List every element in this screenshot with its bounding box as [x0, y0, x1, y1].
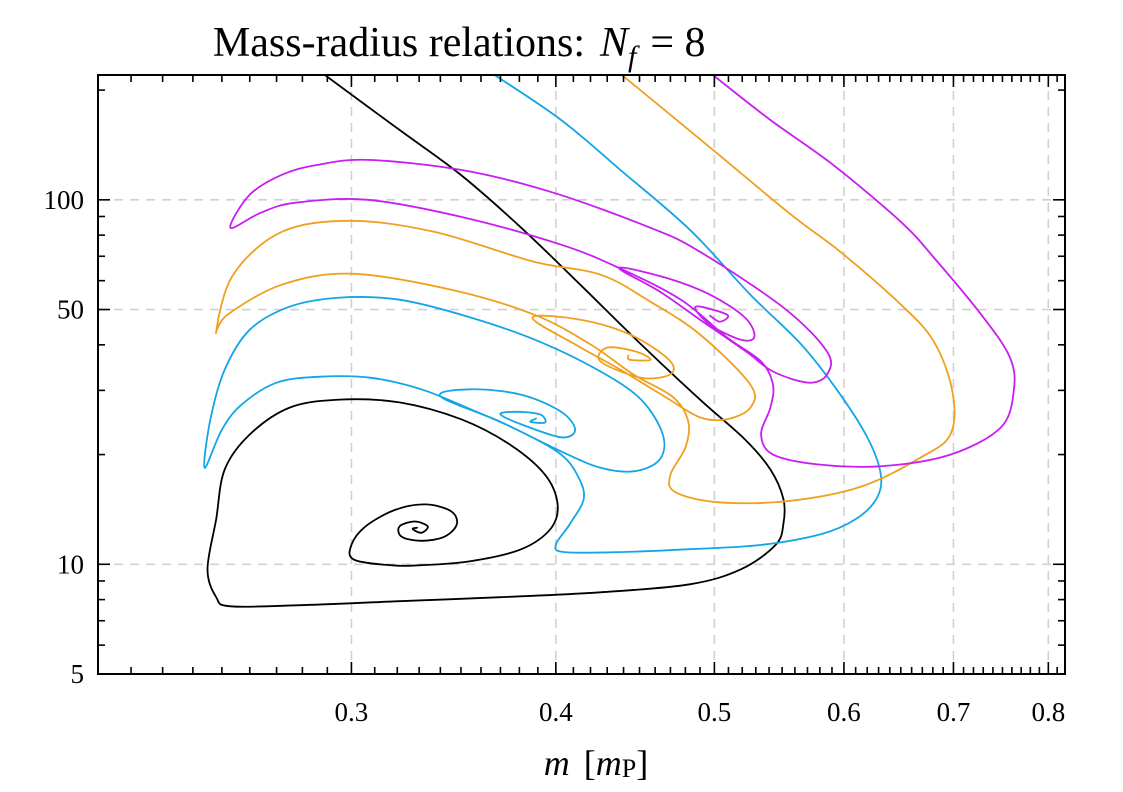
series-blue-curve — [203, 75, 883, 554]
axis-ticks — [97, 75, 1065, 675]
x-tick-label: 0.5 — [698, 697, 732, 727]
tick-labels: 0.3 0.4 0.5 0.6 0.7 0.8 5 10 50 100 — [44, 185, 1066, 727]
x-label-bracket-close: ] — [636, 743, 648, 783]
x-tick-label: 0.4 — [539, 697, 573, 727]
chart-title-math: Nf = 8 — [599, 20, 706, 73]
curves — [203, 75, 1016, 608]
x-axis-label: m [mP] — [544, 743, 648, 783]
x-tick-label: 0.6 — [827, 697, 861, 727]
chart-title: Mass-radius relations: — [213, 20, 585, 66]
title-equals: = 8 — [650, 20, 705, 66]
grid-lines — [98, 75, 1065, 674]
y-tick-label: 100 — [44, 185, 85, 215]
x-tick-label: 0.7 — [937, 697, 971, 727]
y-tick-label: 10 — [57, 549, 84, 579]
y-tick-label: 5 — [71, 659, 85, 689]
title-subscript: f — [628, 40, 640, 73]
x-label-unit: m — [596, 743, 622, 783]
x-tick-label: 0.3 — [335, 697, 369, 727]
plot-frame — [97, 74, 1066, 675]
y-tick-label: 50 — [57, 295, 84, 325]
x-label-unit-subscript: P — [622, 754, 636, 783]
series-black-curve — [206, 75, 786, 608]
series-magenta-curve — [229, 75, 1016, 468]
series-orange-curve — [215, 75, 956, 505]
x-tick-label: 0.8 — [1031, 697, 1065, 727]
x-label-symbol: m — [544, 743, 570, 783]
title-symbol: N — [599, 20, 630, 66]
x-label-bracket-open: [ — [584, 743, 596, 783]
